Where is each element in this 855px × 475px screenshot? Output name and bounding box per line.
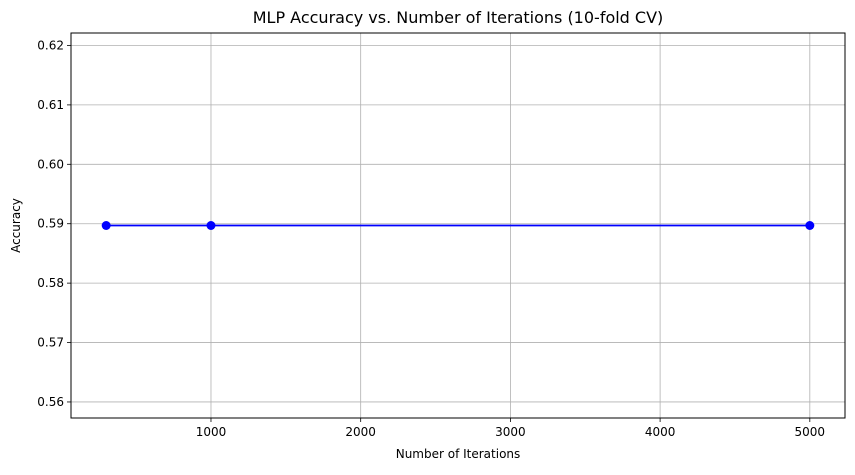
y-tick-label: 0.62	[37, 38, 64, 52]
y-tick-label: 0.57	[37, 336, 64, 350]
chart-title: MLP Accuracy vs. Number of Iterations (1…	[253, 8, 664, 27]
series-layer	[101, 221, 815, 230]
x-tick-label: 3000	[495, 425, 526, 439]
y-tick-label: 0.56	[37, 395, 64, 409]
y-axis-label: Accuracy	[9, 198, 23, 253]
y-tick-label: 0.58	[37, 276, 64, 290]
x-tick-label: 5000	[795, 425, 826, 439]
x-tick-label: 2000	[345, 425, 376, 439]
x-axis-label: Number of Iterations	[396, 447, 521, 461]
y-tick-label: 0.61	[37, 98, 64, 112]
x-tick-label: 1000	[196, 425, 227, 439]
data-point	[206, 221, 216, 230]
data-point	[101, 221, 111, 230]
data-point	[805, 221, 815, 230]
y-tick-label: 0.59	[37, 217, 64, 231]
y-axis-ticks: 0.56 0.57 0.58 0.59 0.60 0.61 0.62	[37, 38, 71, 409]
y-tick-label: 0.60	[37, 157, 64, 171]
plot-frame	[70, 32, 846, 419]
x-tick-label: 4000	[645, 425, 676, 439]
x-axis-ticks: 1000 2000 3000 4000 5000	[196, 418, 825, 439]
